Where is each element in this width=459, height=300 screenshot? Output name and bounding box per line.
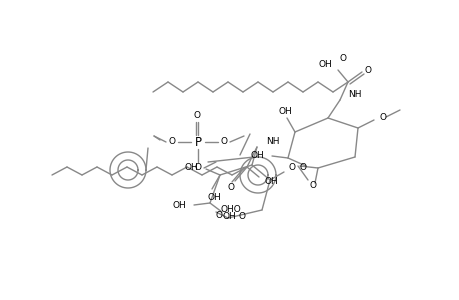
Text: OH: OH: [250, 152, 263, 160]
Text: O: O: [227, 182, 234, 191]
Text: OH: OH: [278, 107, 291, 116]
Text: O: O: [379, 112, 386, 122]
Text: OH: OH: [222, 212, 235, 221]
Text: O: O: [220, 137, 227, 146]
Text: O: O: [339, 53, 346, 62]
Text: OHO: OHO: [220, 205, 241, 214]
Text: OH: OH: [172, 200, 185, 209]
Text: O: O: [288, 164, 295, 172]
Text: OH: OH: [207, 193, 220, 202]
Text: O: O: [168, 137, 175, 146]
Text: OH: OH: [184, 163, 197, 172]
Text: O: O: [309, 182, 316, 190]
Text: O: O: [238, 212, 245, 221]
Text: O: O: [193, 112, 200, 121]
Text: O: O: [194, 164, 201, 172]
Text: O: O: [299, 164, 306, 172]
Text: OH: OH: [318, 59, 331, 68]
Text: O: O: [215, 212, 222, 220]
Text: NH: NH: [265, 136, 279, 146]
Text: NH: NH: [347, 89, 361, 98]
Text: OH: OH: [264, 176, 278, 185]
Text: P: P: [194, 136, 201, 148]
Text: O: O: [364, 65, 371, 74]
